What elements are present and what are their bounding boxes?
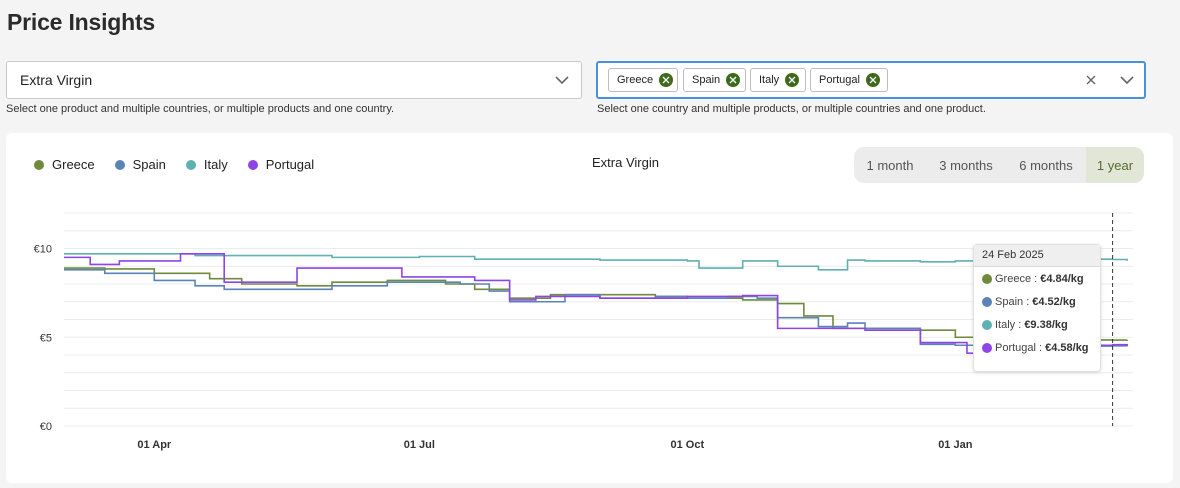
tooltip-price: €4.52/kg — [1032, 295, 1076, 308]
close-circle-icon[interactable] — [785, 73, 800, 87]
chart-title: Extra Virgin — [592, 155, 659, 170]
tooltip-price: €4.58/kg — [1045, 341, 1089, 354]
legend-dot — [114, 159, 125, 170]
tooltip-row-greece: Greece : €4.84/kg — [974, 267, 1100, 290]
product-helper-text: Select one product and multiple countrie… — [6, 103, 395, 115]
chip-italy: Italy — [750, 68, 806, 92]
chart-legend: Greece Spain Italy Portugal — [34, 157, 314, 172]
range-1-year-button[interactable]: 1 year — [1086, 147, 1144, 183]
legend-label: Italy — [203, 157, 228, 172]
tooltip-row-portugal: Portugal : €4.58/kg — [974, 336, 1100, 359]
legend-item-italy[interactable]: Italy — [185, 157, 228, 172]
chip-label: Greece — [617, 74, 654, 86]
tooltip-dot — [982, 319, 992, 330]
close-circle-icon[interactable] — [726, 73, 741, 87]
chevron-down-icon[interactable] — [1118, 71, 1136, 89]
range-3-months-button[interactable]: 3 months — [939, 157, 993, 173]
legend-dot — [185, 159, 196, 170]
page-title: Price Insights — [7, 9, 156, 35]
chevron-down-icon[interactable] — [553, 71, 571, 89]
tooltip-country: Greece — [995, 272, 1032, 285]
x-tick-label: 01 Apr — [137, 439, 172, 451]
price-line-chart[interactable]: €10 €5 €0 01 Apr 01 Jul 01 Oct 01 Jan — [6, 133, 1173, 483]
legend-dot — [34, 159, 44, 170]
product-select[interactable]: Extra Virgin — [6, 61, 582, 99]
legend-item-spain[interactable]: Spain — [114, 157, 166, 172]
tooltip-price: €4.84/kg — [1040, 272, 1084, 285]
tooltip-dot — [982, 296, 992, 307]
series-line-greece — [64, 267, 1128, 341]
range-6-months-button[interactable]: 6 months — [1019, 157, 1073, 173]
legend-item-greece[interactable]: Greece — [34, 157, 95, 172]
chart-tooltip: 24 Feb 2025 Greece : €4.84/kg Spain : €4.5… — [973, 244, 1101, 372]
chip-portugal: Portugal — [810, 68, 888, 92]
tooltip-price: €9.38/kg — [1024, 318, 1068, 331]
x-tick-label: 01 Jan — [938, 439, 973, 451]
chip-label: Portugal — [819, 74, 860, 86]
series-line-portugal — [64, 253, 1128, 356]
close-icon[interactable] — [1082, 71, 1100, 89]
tooltip-row-italy: Italy : €9.38/kg — [974, 313, 1100, 336]
tooltip-country: Spain — [995, 295, 1024, 308]
range-1-month-button[interactable]: 1 month — [866, 157, 914, 173]
tooltip-dot — [982, 273, 992, 284]
y-tick-label: €0 — [40, 421, 52, 433]
close-circle-icon[interactable] — [865, 73, 880, 87]
x-tick-label: 01 Jul — [404, 439, 435, 451]
chip-label: Spain — [692, 74, 721, 86]
y-tick-label: €5 — [40, 332, 52, 344]
legend-label: Greece — [52, 157, 95, 172]
tooltip-country: Portugal — [995, 341, 1036, 354]
chart-card: Greece Spain Italy Portugal Extra Virgin… — [6, 133, 1173, 483]
chip-label: Italy — [759, 74, 780, 86]
product-select-value: Extra Virgin — [20, 72, 93, 88]
legend-label: Portugal — [265, 157, 315, 172]
chip-spain: Spain — [683, 68, 746, 92]
legend-item-portugal[interactable]: Portugal — [247, 157, 315, 172]
y-tick-label: €10 — [34, 244, 52, 256]
legend-label: Spain — [132, 157, 166, 172]
tooltip-date: 24 Feb 2025 — [974, 245, 1100, 267]
tooltip-country: Italy — [995, 318, 1016, 331]
close-circle-icon[interactable] — [659, 73, 674, 87]
tooltip-row-spain: Spain : €4.52/kg — [974, 290, 1100, 313]
country-multiselect[interactable]: Greece Spain Italy Portugal — [596, 61, 1146, 99]
time-range-toggle: 1 month 3 months 6 months 1 year — [854, 147, 1144, 183]
legend-dot — [247, 159, 258, 170]
x-tick-label: 01 Oct — [671, 439, 705, 451]
country-helper-text: Select one country and multiple products… — [597, 103, 986, 115]
tooltip-dot — [982, 342, 992, 353]
chip-greece: Greece — [608, 68, 678, 92]
